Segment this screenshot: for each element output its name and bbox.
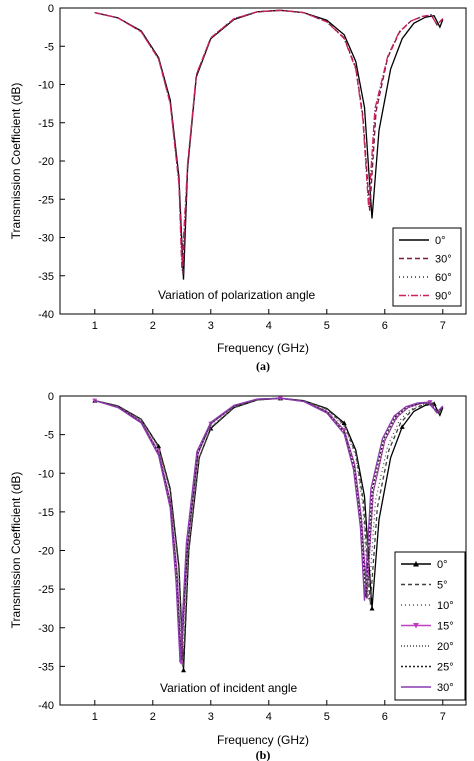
legend-marker bbox=[413, 561, 419, 567]
series-marker bbox=[369, 605, 375, 611]
x-tick-label: 2 bbox=[150, 711, 156, 723]
series-lines-a bbox=[94, 9, 444, 280]
x-tick-label: 1 bbox=[92, 320, 98, 332]
y-tick-label: -25 bbox=[38, 194, 54, 206]
x-tick-label: 3 bbox=[208, 320, 214, 332]
legend-label: 5° bbox=[437, 580, 448, 592]
y-tick-label: -35 bbox=[38, 661, 54, 673]
panel-label-a: (a) bbox=[256, 359, 270, 373]
annotation-a: Variation of polarization angle bbox=[158, 288, 316, 302]
legend-label: 25° bbox=[437, 662, 454, 674]
y-tick-label: 0 bbox=[48, 3, 54, 15]
legend-a: 0° 30° 60° 90° bbox=[392, 227, 462, 307]
chart-b: 1 2 3 4 5 6 7 0 -5 -10 -15 -20 -25 -30 -35 -40 Transmis… bbox=[9, 391, 467, 761]
legend-label: 20° bbox=[437, 641, 454, 653]
y-tick-label: -30 bbox=[38, 623, 54, 635]
legend-label: 0° bbox=[437, 559, 448, 571]
y-tick-label: -30 bbox=[38, 233, 54, 245]
series-marker bbox=[156, 443, 162, 449]
series-marker bbox=[181, 667, 187, 673]
y-tick-label: -10 bbox=[38, 80, 54, 92]
legend-label: 30° bbox=[437, 682, 454, 694]
chart-a: 1 2 3 4 5 6 7 0 -5 -10 -15 -20 -25 -30 -35 -40 Transmis… bbox=[9, 3, 467, 373]
x-tick-label: 6 bbox=[382, 711, 388, 723]
annotation-b: Variation of incident angle bbox=[160, 681, 298, 695]
x-tick-label: 5 bbox=[324, 711, 330, 723]
y-tick-label: -5 bbox=[44, 430, 54, 442]
xlabel-a: Frequency (GHz) bbox=[217, 341, 309, 355]
series-marker bbox=[341, 420, 347, 426]
y-tick-label: -5 bbox=[44, 41, 54, 53]
y-tick-label: -10 bbox=[38, 468, 54, 480]
series-lines-b bbox=[92, 395, 444, 673]
x-tick-label: 7 bbox=[440, 711, 446, 723]
series-marker bbox=[399, 424, 405, 429]
legend-label: 60° bbox=[435, 272, 452, 284]
axis-ticks-a: 1 2 3 4 5 6 7 0 -5 -10 -15 -20 -25 -30 -35 -40 bbox=[38, 3, 446, 332]
series-line-2 bbox=[94, 397, 444, 667]
ylabel-b: Transmission Coefficient (dB) bbox=[9, 472, 23, 629]
y-tick-label: -15 bbox=[38, 507, 54, 519]
x-tick-label: 1 bbox=[92, 711, 98, 723]
y-tick-label: -20 bbox=[38, 546, 54, 558]
series-line-3 bbox=[94, 9, 444, 269]
x-tick-label: 4 bbox=[266, 320, 272, 332]
legend-label: 15° bbox=[437, 621, 454, 633]
y-tick-label: -40 bbox=[38, 700, 54, 712]
x-tick-label: 2 bbox=[150, 320, 156, 332]
x-tick-label: 3 bbox=[208, 711, 214, 723]
legend-label: 0° bbox=[435, 235, 446, 247]
x-tick-label: 4 bbox=[266, 711, 272, 723]
y-tick-label: -35 bbox=[38, 271, 54, 283]
x-tick-label: 7 bbox=[440, 320, 446, 332]
legend-box-a bbox=[392, 227, 462, 307]
x-tick-label: 5 bbox=[324, 320, 330, 332]
panel-label-b: (b) bbox=[256, 748, 271, 761]
xlabel-b: Frequency (GHz) bbox=[217, 733, 309, 747]
y-tick-label: -25 bbox=[38, 584, 54, 596]
ylabel-a: Transmission Coefficient (dB) bbox=[9, 83, 23, 240]
legend-label: 90° bbox=[435, 291, 452, 303]
legend-label: 10° bbox=[437, 600, 454, 612]
y-tick-label: 0 bbox=[48, 391, 54, 403]
y-tick-label: -40 bbox=[38, 309, 54, 321]
x-tick-label: 6 bbox=[382, 320, 388, 332]
y-tick-label: -20 bbox=[38, 156, 54, 168]
legend-b: 0° 5° 10° 15° 20° 25° 30° bbox=[394, 551, 466, 701]
legend-marker bbox=[413, 623, 419, 629]
axis-ticks-b: 1 2 3 4 5 6 7 0 -5 -10 -15 -20 -25 -30 -35 -40 bbox=[38, 391, 446, 723]
legend-label: 30° bbox=[435, 254, 452, 266]
series-line-6 bbox=[94, 397, 444, 663]
y-tick-label: -15 bbox=[38, 118, 54, 130]
